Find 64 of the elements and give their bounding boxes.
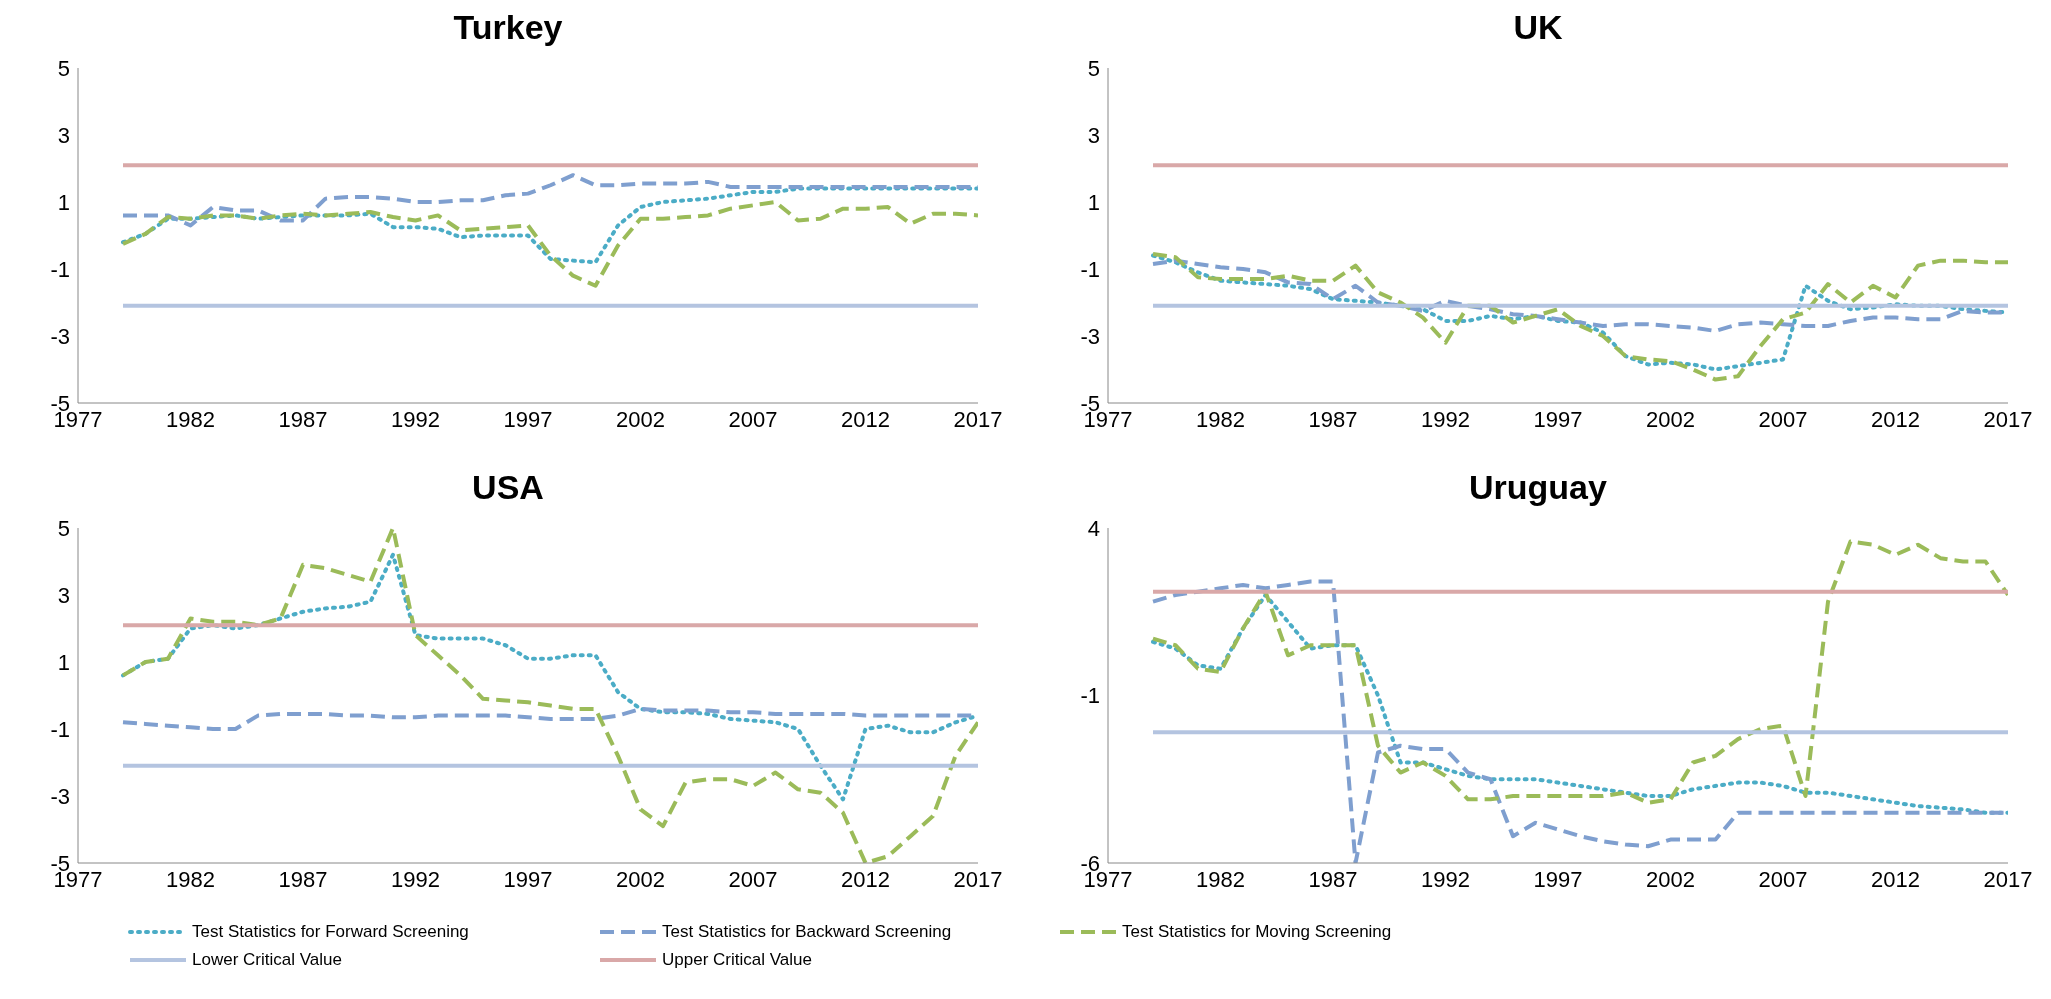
line-series: [121, 186, 978, 265]
chart-title: Turkey: [453, 8, 563, 46]
x-tick-label: 1982: [166, 866, 215, 892]
y-tick-label: -1: [1080, 683, 1100, 709]
line-series: [121, 200, 978, 288]
x-tick-label: 1982: [1196, 866, 1245, 892]
x-tick-label: 2012: [1871, 866, 1920, 892]
x-tick-label: 1987: [278, 406, 328, 432]
y-tick-label: 5: [57, 55, 70, 81]
legend-label: Test Statistics for Moving Screening: [1122, 922, 1392, 942]
chart-title: UK: [1513, 8, 1563, 46]
x-tick-label: 2002: [1646, 866, 1695, 892]
x-tick-label: 1992: [1421, 866, 1470, 892]
chart-title: Uruguay: [1469, 468, 1607, 506]
x-tick-label: 2007: [728, 866, 778, 892]
x-tick-label: 1987: [1308, 406, 1358, 432]
line-series: [1151, 539, 2008, 805]
x-tick-label: 1982: [1196, 406, 1245, 432]
y-tick-label: 1: [57, 189, 70, 215]
x-tick-label: 2002: [1646, 406, 1695, 432]
y-tick-label: 5: [57, 515, 70, 541]
legend-label: Test Statistics for Forward Screening: [192, 922, 469, 942]
legend-label: Lower Critical Value: [192, 950, 342, 970]
x-tick-label: 2007: [1758, 866, 1808, 892]
legend-label: Test Statistics for Backward Screening: [662, 922, 952, 942]
y-tick-label: -1: [50, 716, 70, 742]
y-tick-label: 3: [57, 582, 70, 608]
x-tick-label: 2012: [841, 406, 890, 432]
y-tick-label: -1: [1080, 256, 1100, 282]
x-tick-label: 1997: [1533, 406, 1583, 432]
line-series: [121, 552, 978, 802]
line-series: [121, 528, 978, 863]
x-tick-label: 1992: [391, 406, 440, 432]
x-tick-label: 2007: [1758, 406, 1808, 432]
x-tick-label: 1992: [1421, 406, 1470, 432]
y-tick-label: 5: [1087, 55, 1100, 81]
x-tick-label: 1997: [503, 866, 553, 892]
legend-label: Upper Critical Value: [662, 950, 812, 970]
x-tick-label: 2012: [1871, 406, 1920, 432]
x-tick-label: 2017: [953, 866, 1003, 892]
x-tick-label: 2017: [1983, 406, 2033, 432]
x-tick-label: 2017: [1983, 866, 2033, 892]
x-tick-label: 2007: [728, 406, 778, 432]
x-tick-label: 1992: [391, 866, 440, 892]
x-tick-label: 2017: [953, 406, 1003, 432]
y-tick-label: 1: [1087, 189, 1100, 215]
chart-title: USA: [472, 468, 544, 506]
y-tick-label: -3: [1080, 323, 1100, 349]
x-tick-label: 1997: [1533, 866, 1583, 892]
y-tick-label: 1: [57, 649, 70, 675]
y-tick-label: -3: [50, 323, 70, 349]
x-tick-label: 2012: [841, 866, 890, 892]
y-tick-label: -3: [50, 783, 70, 809]
x-tick-label: 2002: [616, 406, 665, 432]
x-tick-label: 1997: [503, 406, 553, 432]
x-tick-label: 1987: [278, 866, 328, 892]
x-tick-label: 1987: [1308, 866, 1358, 892]
y-tick-label: 4: [1087, 515, 1100, 541]
x-tick-label: 2002: [616, 866, 665, 892]
y-tick-label: -1: [50, 256, 70, 282]
x-tick-label: 1982: [166, 406, 215, 432]
y-tick-label: 3: [57, 122, 70, 148]
line-series: [1151, 593, 2008, 815]
y-tick-label: 3: [1087, 122, 1100, 148]
